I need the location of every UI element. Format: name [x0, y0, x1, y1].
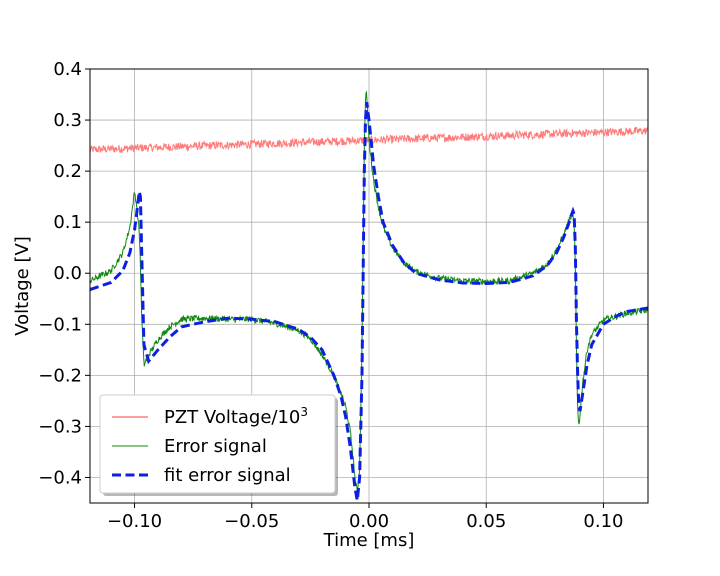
y-tick-label: −0.2	[38, 365, 82, 386]
y-tick-label: −0.3	[38, 416, 82, 437]
x-tick-label: −0.05	[224, 511, 279, 532]
legend-box	[99, 394, 336, 494]
x-tick-label: 0.00	[349, 511, 389, 532]
y-axis-label: Voltage [V]	[12, 236, 33, 336]
legend: PZT Voltage/103 Error signal fit error s…	[99, 394, 338, 496]
y-tick-label: 0.3	[53, 110, 82, 131]
x-tick-label: −0.10	[107, 511, 162, 532]
y-tick-label: 0.4	[53, 59, 82, 80]
series-line-fit-error-signal	[89, 101, 649, 501]
y-tick-label: 0.1	[53, 212, 82, 233]
x-tick-label: 0.10	[583, 511, 623, 532]
legend-entry-pzt: PZT Voltage/103	[164, 405, 308, 428]
x-axis: −0.10 −0.05 0.00 0.05 0.10	[107, 503, 623, 532]
series-line-error-signal	[89, 91, 649, 493]
y-tick-label: 0.2	[53, 161, 82, 182]
y-tick-label: 0.0	[53, 263, 82, 284]
x-tick-label: 0.05	[466, 511, 506, 532]
legend-entry-error: Error signal	[164, 436, 267, 457]
x-axis-label: Time [ms]	[323, 530, 415, 551]
y-axis: 0.4 0.3 0.2 0.1 0.0 −0.1 −0.2 −0.3 −0.4	[38, 59, 90, 488]
series-layer	[89, 91, 649, 501]
y-tick-label: −0.4	[38, 467, 82, 488]
y-tick-label: −0.1	[38, 314, 82, 335]
legend-entry-fit: fit error signal	[164, 465, 291, 486]
